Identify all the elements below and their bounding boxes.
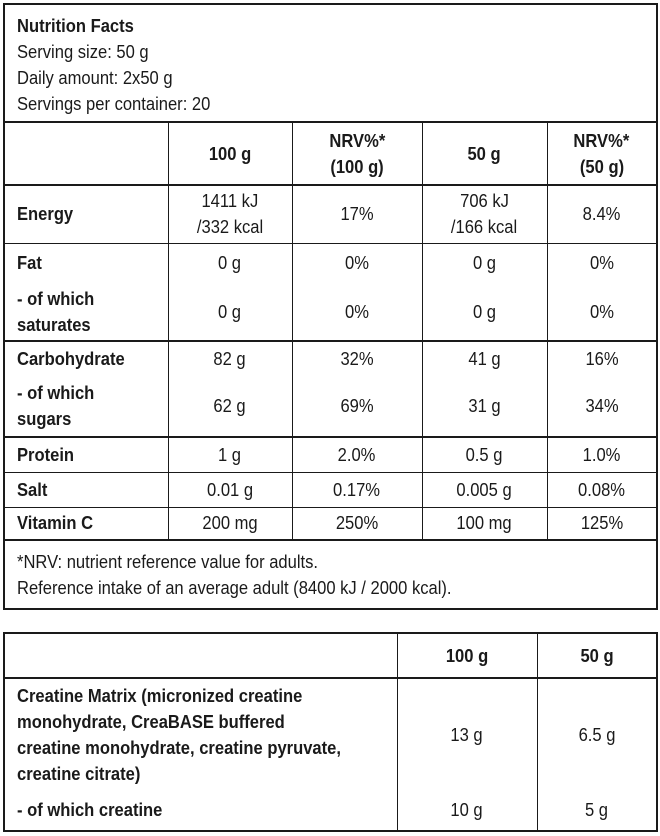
header-nrv-100g: NRV%* (100 g) [292, 123, 423, 186]
cell-nrv-50g: 34% [547, 375, 656, 438]
header-empty-cell [5, 123, 169, 186]
daily-amount: Daily amount: 2x50 g [17, 68, 173, 88]
table-row: Salt 0.01 g 0.17% 0.005 g 0.08% [5, 472, 656, 508]
creatine-table-header: 100 g 50 g [5, 634, 656, 679]
row-label: Vitamin C [5, 507, 169, 541]
cell-nrv-100g: 0.17% [292, 472, 423, 508]
cell-nrv-50g: 8.4% [547, 185, 656, 244]
table-row: - of which sugars 62 g 69% 31 g 34% [5, 375, 656, 438]
header-50g: 50 g [422, 123, 548, 186]
cell-50g: 706 kJ/166 kcal [422, 185, 548, 244]
cell-100g: 1411 kJ/332 kcal [168, 185, 293, 244]
cell-100g: 13 g [397, 678, 538, 790]
nutrition-header: Nutrition Facts Serving size: 50 g Daily… [5, 5, 656, 123]
cell-50g: 41 g [422, 341, 548, 375]
cell-nrv-100g: 0% [292, 243, 423, 283]
cell-50g: 0.005 g [422, 472, 548, 508]
cell-100g: 1 g [168, 437, 293, 473]
row-label: Carbohydrate [5, 341, 169, 375]
cell-100g: 62 g [168, 375, 293, 438]
cell-100g: 10 g [397, 790, 538, 830]
header-100g: 100 g [168, 123, 293, 186]
table-row: Protein 1 g 2.0% 0.5 g 1.0% [5, 437, 656, 473]
nutrition-title: Nutrition Facts [17, 16, 134, 36]
cell-50g: 0 g [422, 283, 548, 342]
nrv-footnote: *NRV: nutrient reference value for adult… [5, 541, 656, 601]
table-row: Carbohydrate 82 g 32% 41 g 16% [5, 341, 656, 375]
creatine-table: 100 g 50 g Creatine Matrix (micronized c… [5, 634, 656, 830]
servings-per-container: Servings per container: 20 [17, 94, 211, 114]
cell-nrv-100g: 32% [292, 341, 423, 375]
cell-50g: 0 g [422, 243, 548, 283]
row-label: Energy [5, 185, 169, 244]
table-row: Vitamin C 200 mg 250% 100 mg 125% [5, 507, 656, 541]
cell-100g: 200 mg [168, 507, 293, 541]
nutrition-table-header: 100 g NRV%* (100 g) 50 g NRV%* (50 g) [5, 123, 656, 186]
cell-50g: 5 g [585, 800, 609, 820]
table-row: Creatine Matrix (micronized creatine mon… [5, 678, 656, 790]
cell-50g: 0.5 g [422, 437, 548, 473]
cell-100g: 0.01 g [168, 472, 293, 508]
cell-nrv-100g: 0% [292, 283, 423, 342]
cell-nrv-50g: 0% [589, 253, 614, 274]
row-label: - of which saturates [5, 283, 169, 342]
row-label: Salt [5, 472, 169, 508]
cell-100g: 82 g [168, 341, 293, 375]
creatine-panel: 100 g 50 g Creatine Matrix (micronized c… [3, 632, 658, 832]
footnote-line-1: *NRV: nutrient reference value for adult… [17, 552, 319, 572]
cell-50g: 100 mg [422, 507, 548, 541]
row-label: - of which creatine [5, 790, 398, 830]
table-row: - of which creatine 10 g 5 g [5, 790, 656, 830]
cell-50g: 31 g [422, 375, 548, 438]
table-row: - of which saturates 0 g 0% 0 g 0% [5, 283, 656, 342]
row-label: - of which sugars [5, 375, 169, 438]
cell-nrv-50g: 125% [547, 507, 656, 541]
header-nrv-50g: NRV%* (50 g) [547, 123, 656, 186]
header-50g: 50 g [537, 634, 656, 679]
row-label: Fat [5, 243, 169, 283]
cell-nrv-100g: 2.0% [292, 437, 423, 473]
row-label: Protein [5, 437, 169, 473]
cell-50g: 6.5 g [578, 724, 616, 745]
footnote-line-2: Reference intake of an average adult (84… [17, 578, 452, 598]
header-empty-cell [5, 634, 398, 679]
nutrition-table: 100 g NRV%* (100 g) 50 g NRV%* (50 g) Ener… [5, 123, 656, 541]
header-100g: 100 g [397, 634, 538, 679]
cell-nrv-50g: 0% [547, 283, 656, 342]
table-row: Energy 1411 kJ/332 kcal 17% 706 kJ/166 k… [5, 185, 656, 244]
cell-100g: 0 g [168, 243, 293, 283]
cell-nrv-50g: 1.0% [547, 437, 656, 473]
serving-size: Serving size: 50 g [17, 42, 149, 62]
table-row: Fat 0 g 0% 0 g 0% [5, 243, 656, 283]
cell-100g: 0 g [168, 283, 293, 342]
cell-nrv-50g: 0.08% [547, 472, 656, 508]
nutrition-facts-panel: Nutrition Facts Serving size: 50 g Daily… [3, 3, 658, 610]
row-label: Creatine Matrix (micronized creatine mon… [5, 678, 398, 790]
cell-nrv-100g: 250% [292, 507, 423, 541]
cell-nrv-100g: 69% [292, 375, 423, 438]
cell-nrv-50g: 16% [585, 348, 619, 369]
cell-nrv-100g: 17% [292, 185, 423, 244]
